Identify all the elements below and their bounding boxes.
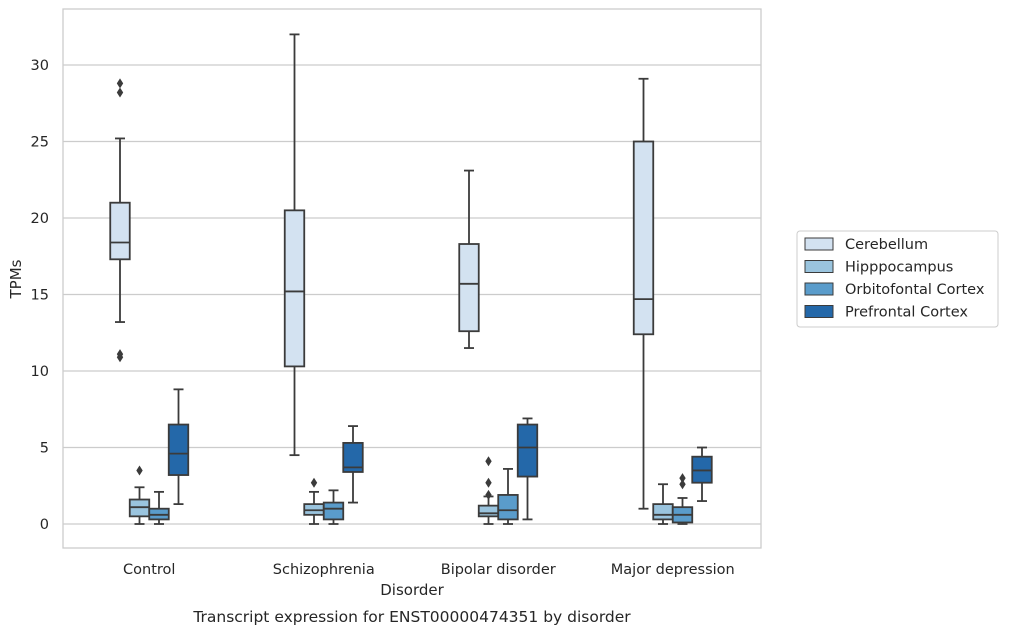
box-prefrontal-cortex [342, 425, 364, 504]
iqr-box [167, 423, 190, 476]
chart-caption: Transcript expression for ENST0000047435… [192, 608, 631, 626]
iqr-box [632, 140, 655, 336]
outlier-point [485, 477, 492, 488]
gridlines [63, 64, 761, 525]
y-tick-label: 30 [31, 58, 49, 74]
iqr-box [322, 501, 345, 521]
box-hipppocampus [303, 477, 325, 525]
legend-frame [796, 230, 999, 328]
y-tick-label: 20 [31, 211, 49, 227]
legend-label: Cerebellum [845, 237, 928, 253]
outlier-point [116, 87, 124, 98]
legend-label: Orbitofontal Cortex [845, 282, 985, 298]
x-tick-label: Major depression [611, 562, 735, 578]
box-orbitofontal-cortex [497, 468, 519, 525]
box-cerebellum [109, 78, 131, 363]
plot-area-frame [62, 8, 762, 549]
iqr-box [652, 503, 674, 521]
box-orbitofontal-cortex [148, 490, 170, 525]
x-tick-label: Control [123, 562, 175, 578]
y-tick-label: 25 [31, 135, 49, 151]
y-tick-label: 15 [31, 288, 49, 304]
legend-swatch [804, 282, 834, 296]
outlier-point [310, 477, 318, 488]
y-axis-ticks: 0 5 10 15 20 25 30 [31, 58, 49, 533]
legend: Cerebellum Hipppocampus Orbitofontal Corte… [796, 230, 999, 328]
legend-label: Prefrontal Cortex [845, 305, 968, 321]
iqr-box [516, 423, 539, 478]
iqr-box [477, 504, 500, 518]
box-prefrontal-cortex [691, 446, 713, 502]
iqr-box [458, 243, 480, 333]
y-tick-label: 5 [40, 441, 49, 457]
y-tick-label: 10 [31, 364, 49, 380]
box-cerebellum [283, 33, 306, 457]
outlier-point [116, 78, 124, 89]
box-hipppocampus [128, 465, 151, 525]
outlier-point [485, 489, 492, 500]
legend-swatch [804, 260, 834, 273]
outlier-point [679, 479, 686, 490]
iqr-box [342, 442, 364, 473]
boxes-layer [109, 33, 713, 525]
outlier-point [136, 465, 143, 476]
box-hipppocampus [652, 483, 674, 525]
box-orbitofontal-cortex [322, 489, 345, 525]
box-cerebellum [458, 169, 480, 349]
x-axis-ticks: Control Schizophrenia Bipolar disorder Majo… [123, 562, 735, 578]
legend-label: Hipppocampus [845, 260, 953, 276]
box-orbitofontal-cortex [671, 473, 694, 525]
outlier-point [116, 352, 124, 363]
x-tick-label: Schizophrenia [273, 562, 375, 578]
box-cerebellum [632, 77, 655, 510]
outlier-point [679, 473, 686, 484]
y-tick-label: 0 [40, 517, 49, 533]
iqr-box [283, 209, 306, 368]
iqr-box [497, 494, 519, 521]
legend-swatch [804, 305, 834, 318]
y-axis-label: TPMs [7, 259, 25, 299]
box-prefrontal-cortex [516, 417, 539, 521]
x-tick-label: Bipolar disorder [441, 562, 556, 578]
x-axis-label: Disorder [380, 581, 444, 599]
box-prefrontal-cortex [167, 388, 190, 506]
iqr-box [109, 201, 131, 261]
box-hipppocampus [477, 456, 500, 525]
legend-swatch [804, 237, 834, 251]
outlier-point [485, 456, 492, 467]
